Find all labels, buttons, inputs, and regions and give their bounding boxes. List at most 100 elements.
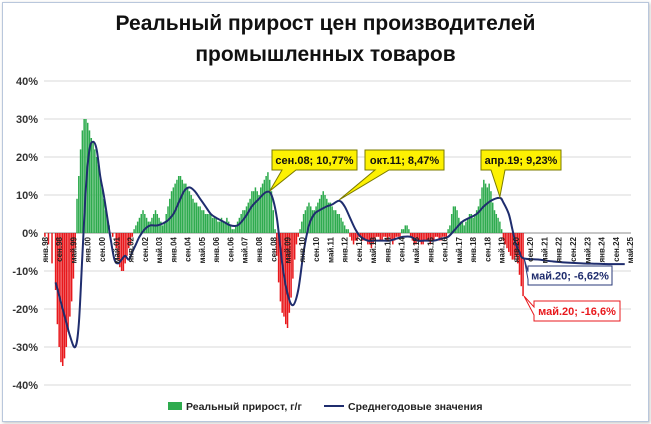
x-tick-label: май.19 — [498, 236, 507, 263]
bar — [315, 206, 317, 233]
bar — [194, 202, 196, 233]
x-tick-label: сен.14 — [398, 236, 407, 261]
x-tick-label: май.17 — [455, 236, 464, 263]
callout-box — [338, 149, 445, 201]
bar — [490, 191, 492, 233]
x-tick-label: сен.20 — [526, 236, 535, 261]
bar — [131, 233, 134, 237]
line-series — [54, 140, 625, 349]
bar — [299, 229, 301, 233]
bar — [44, 233, 46, 237]
bar — [76, 198, 78, 233]
bar — [224, 221, 226, 233]
bar — [195, 202, 198, 233]
chart-title-line-2: промышленных товаров — [195, 43, 456, 66]
bar — [186, 187, 189, 233]
bar — [420, 233, 423, 245]
bar — [215, 217, 217, 233]
x-tick-label: янв.14 — [383, 236, 392, 262]
x-tick-label: янв.98 — [41, 236, 50, 262]
bar — [81, 130, 84, 233]
x-tick-label: сен.22 — [569, 236, 578, 261]
bar — [386, 233, 389, 241]
x-tick-label: май.99 — [69, 236, 78, 263]
bar — [381, 233, 383, 241]
bar — [117, 233, 119, 260]
bar — [126, 233, 128, 256]
bar — [95, 157, 98, 233]
bar — [343, 225, 346, 233]
bar — [454, 206, 457, 233]
bar — [388, 233, 390, 237]
bar — [318, 198, 321, 233]
bar — [256, 191, 258, 233]
bar — [181, 179, 184, 233]
callout-box — [269, 149, 358, 192]
bar — [322, 191, 324, 233]
x-tick-label: янв.06 — [212, 236, 221, 262]
bar — [154, 210, 157, 233]
bar — [245, 206, 248, 233]
bar — [438, 233, 440, 241]
bar — [340, 217, 342, 233]
bar — [313, 210, 316, 233]
x-tick-label: май.05 — [198, 236, 207, 263]
bar — [374, 233, 376, 241]
bar — [65, 233, 68, 347]
bar — [331, 206, 333, 233]
callout-box — [523, 295, 621, 322]
bar — [418, 233, 421, 241]
bar — [511, 233, 514, 260]
bar — [392, 233, 394, 245]
bar — [138, 217, 141, 233]
y-axis: 40% 30% 20% 10% 0% -10% -20% -30% -40% — [12, 76, 38, 392]
x-axis: янв.98 сен.98 май.99 янв.00 сен.00 май.01 янв.… — [41, 236, 635, 263]
bar — [351, 233, 353, 241]
bar — [199, 206, 201, 233]
bar — [522, 233, 524, 297]
bar — [520, 233, 523, 287]
bar — [222, 221, 225, 233]
bar — [142, 210, 144, 233]
bar — [183, 183, 185, 233]
bar — [226, 217, 228, 233]
bar — [406, 225, 408, 233]
bar — [60, 233, 62, 363]
bar — [404, 225, 407, 233]
bar — [495, 214, 498, 233]
bar — [67, 233, 69, 332]
bar — [86, 122, 89, 233]
bar — [425, 233, 428, 241]
bar — [290, 233, 292, 298]
x-tick-label: сен.08 — [269, 236, 278, 261]
bar — [479, 198, 481, 233]
bar — [368, 233, 371, 245]
bar — [311, 210, 314, 233]
x-tick-label: май.11 — [326, 236, 335, 262]
bar — [63, 233, 66, 359]
bar — [149, 221, 151, 233]
x-tick-label: сен.98 — [55, 236, 64, 261]
bar — [254, 187, 257, 233]
bar — [500, 229, 503, 233]
bar — [272, 210, 275, 233]
bar — [210, 214, 212, 233]
bar — [509, 233, 512, 256]
bar — [233, 229, 235, 233]
callout-label: окт.11; 8,47% — [370, 155, 439, 167]
bar — [397, 233, 399, 237]
y-tick-label: 20% — [16, 152, 38, 164]
y-tick-label: -20% — [12, 304, 38, 316]
bar — [499, 221, 501, 233]
bar — [188, 191, 191, 233]
bar — [206, 214, 209, 233]
legend-bar-label: Реальный прирост, г/г — [186, 401, 302, 413]
bar — [115, 233, 118, 249]
bar — [152, 214, 155, 233]
bar — [384, 233, 387, 237]
bar — [502, 233, 505, 241]
x-tick-label: май.03 — [155, 236, 164, 263]
bar — [179, 176, 182, 233]
x-tick-label: янв.08 — [255, 236, 264, 262]
y-tick-label: 0% — [22, 228, 38, 240]
